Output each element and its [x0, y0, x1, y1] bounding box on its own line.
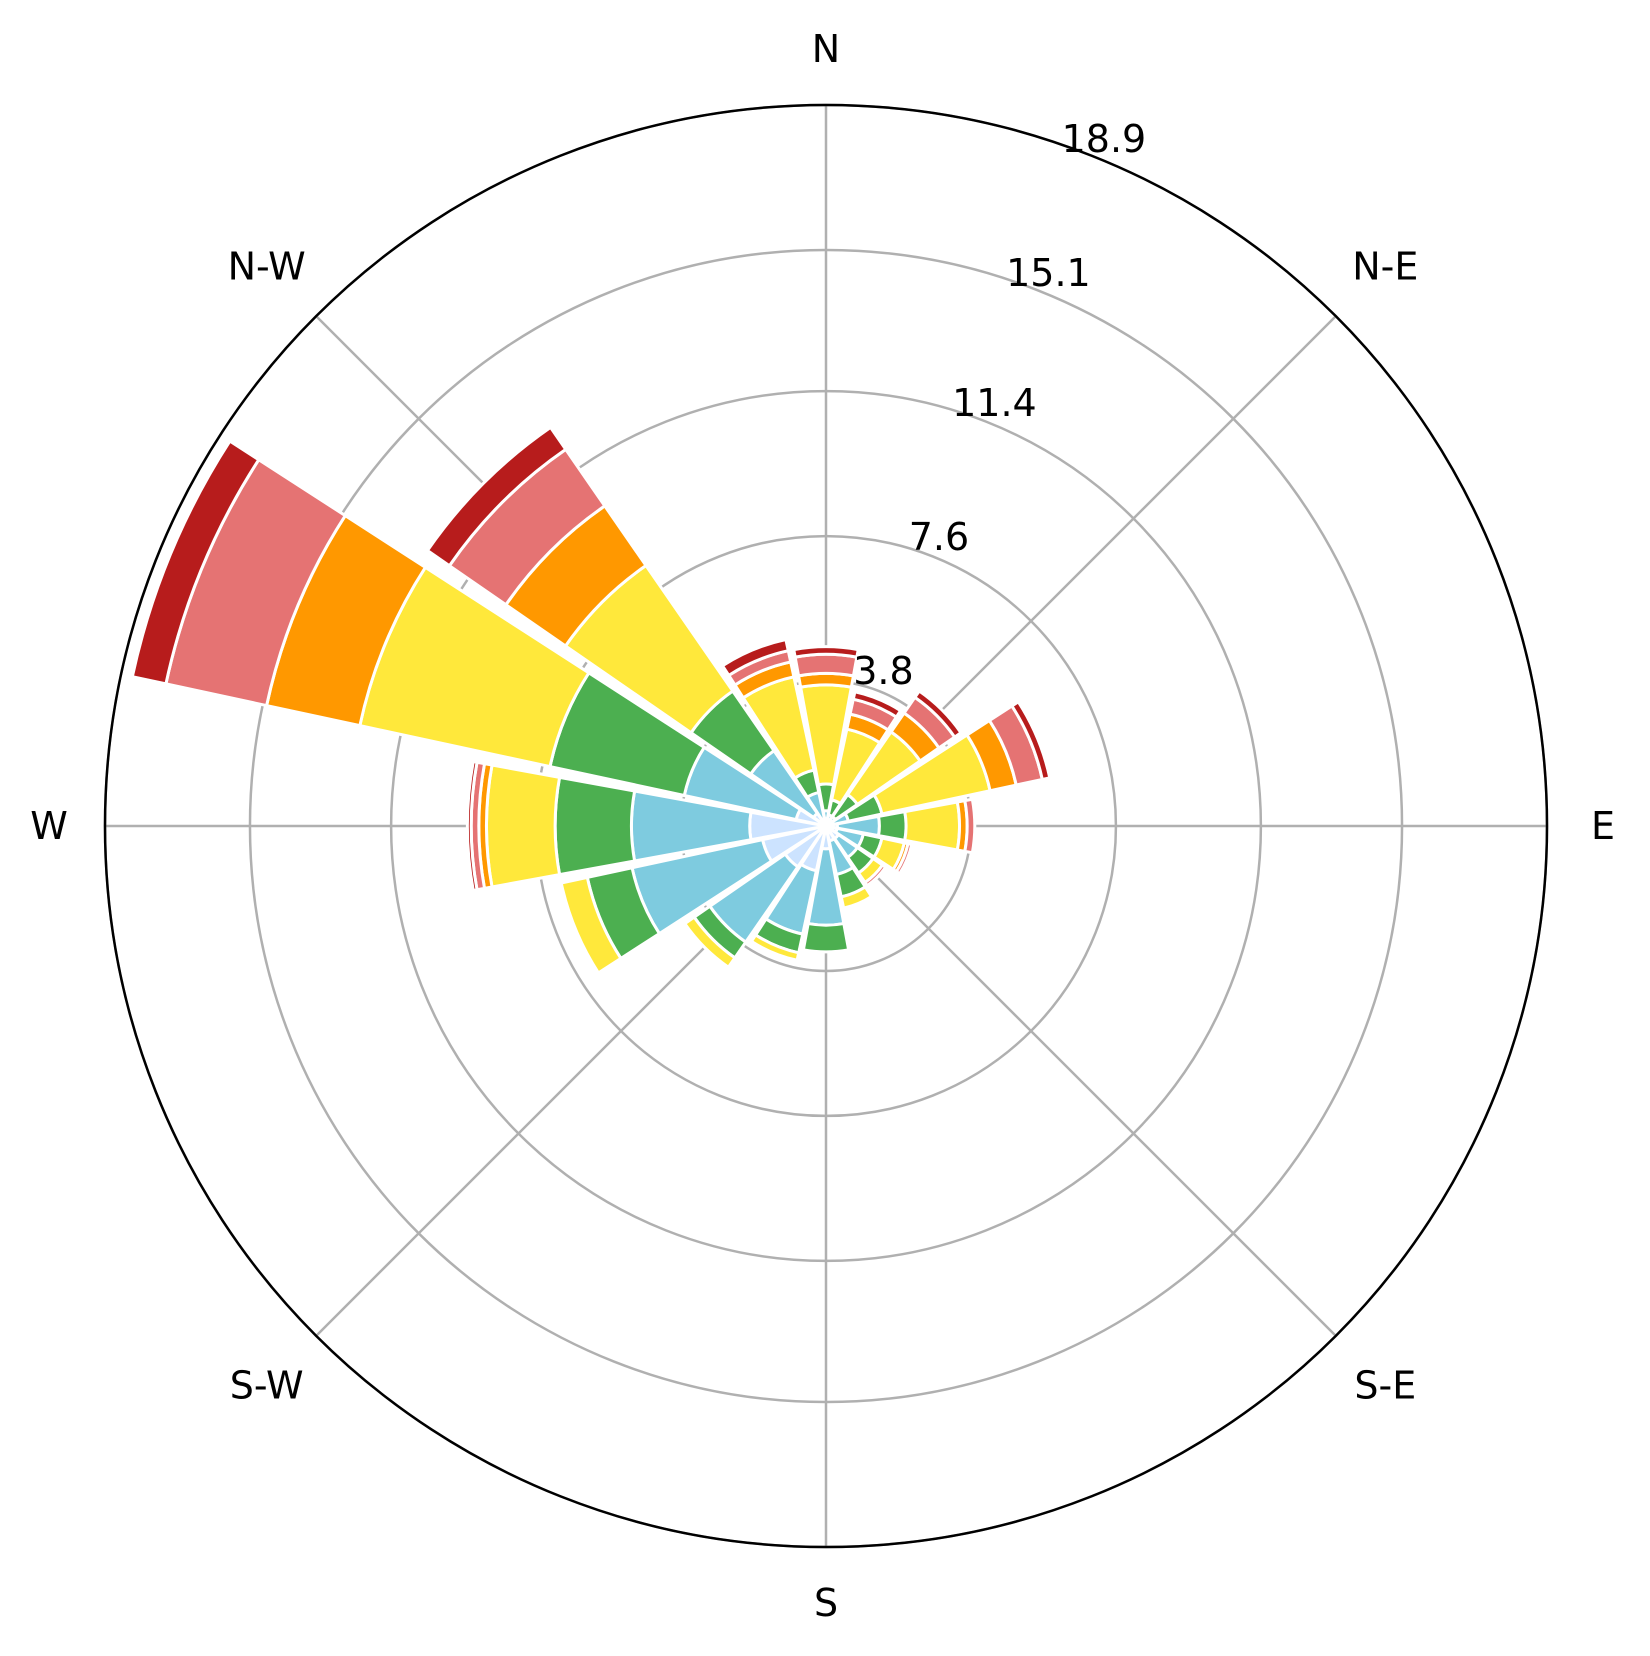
windrose-bar-segment [682, 915, 737, 970]
radial-tick-labels: 3.8 7.6 11.4 15.1 18.9 [853, 117, 1146, 693]
bars-layer [103, 103, 1549, 1549]
windrose-bar-segment [749, 932, 801, 963]
radial-tick-label: 3.8 [853, 649, 913, 693]
direction-label-sw: S-W [230, 1363, 304, 1407]
direction-label-e: E [1591, 804, 1615, 848]
windrose-bar-segment [862, 862, 888, 888]
windrose-bar-segment [963, 797, 977, 855]
windrose-bar-segment [839, 884, 874, 910]
polar-frame [103, 103, 1549, 1549]
radial-tick-label: 7.6 [909, 515, 969, 559]
radial-tick-label: 11.4 [952, 381, 1037, 425]
windrose-bar-segment [425, 425, 568, 568]
windrose-bar-segment [559, 875, 623, 975]
direction-labels: N N-E E S-E S S-W W N-W [30, 27, 1615, 1625]
direction-label-w: W [30, 804, 68, 848]
radial-tick-label: 18.9 [1062, 117, 1147, 161]
windrose-bar-segment [903, 800, 962, 852]
windrose-bar-segment [851, 689, 903, 720]
direction-label-se: S-E [1354, 1363, 1416, 1407]
windrose-bar-segment [130, 439, 261, 686]
windrose-bar-segment [793, 652, 859, 678]
windrose-bar-segment [1009, 699, 1052, 782]
direction-label-n: N [812, 27, 840, 71]
windrose-bar-segment [484, 763, 562, 889]
windrose-bar-segment [792, 645, 860, 659]
radial-tick-label: 15.1 [1006, 251, 1091, 295]
windrose-bar-segment [894, 841, 914, 876]
windrose-bar-segment [553, 775, 637, 877]
windrose-bar-segment [720, 637, 791, 678]
direction-label-nw: N-W [228, 245, 306, 289]
direction-label-ne: N-E [1352, 245, 1418, 289]
windrose-bar-segment [912, 688, 964, 740]
direction-label-s: S [814, 1581, 838, 1625]
windrose-bar-segment [465, 759, 479, 893]
grid-spoke [825, 825, 1337, 1337]
windrose-bar-segment [876, 809, 908, 843]
windrose-bar-segment [801, 921, 851, 954]
